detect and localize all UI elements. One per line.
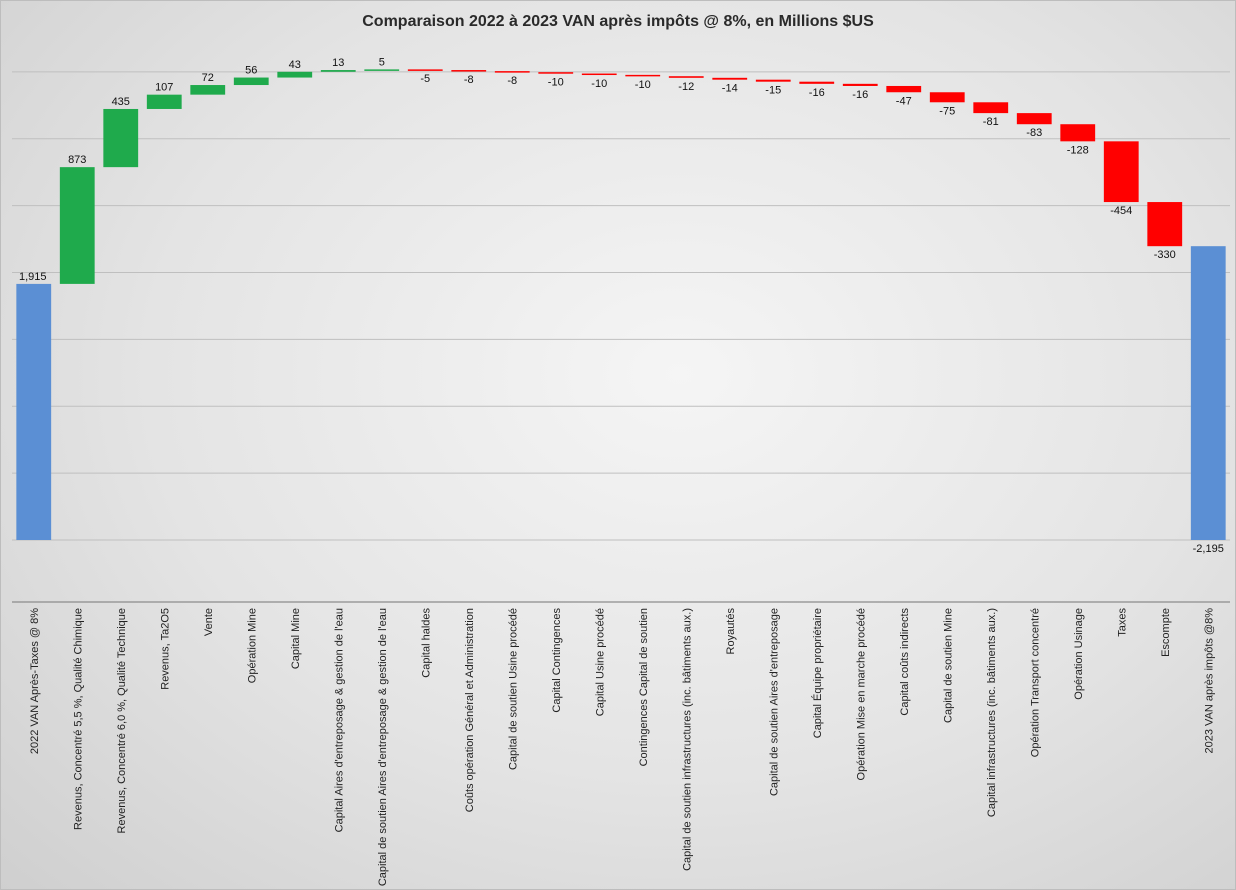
value-label: -10 bbox=[591, 78, 607, 90]
bar bbox=[973, 102, 1009, 114]
bar bbox=[233, 77, 269, 86]
bar bbox=[59, 167, 95, 284]
bar bbox=[407, 69, 443, 71]
bar bbox=[538, 72, 574, 74]
value-label: -15 bbox=[765, 85, 781, 97]
bar bbox=[103, 108, 139, 168]
category-label: Capital haldes bbox=[420, 608, 432, 678]
bar bbox=[755, 79, 791, 82]
value-label: -2,195 bbox=[1193, 543, 1224, 555]
value-label: -14 bbox=[722, 83, 738, 95]
value-label: -83 bbox=[1026, 127, 1042, 139]
category-label: Capital Usine procédé bbox=[594, 608, 606, 716]
category-label: 2022 VAN Après-Taxes @ 8% bbox=[29, 608, 41, 754]
bar bbox=[364, 69, 400, 71]
bar bbox=[625, 74, 661, 77]
value-label: -8 bbox=[507, 75, 517, 87]
bars bbox=[16, 69, 1226, 541]
value-label: -454 bbox=[1110, 205, 1132, 217]
category-label: Vente bbox=[203, 608, 215, 636]
value-label: -16 bbox=[852, 89, 868, 101]
value-label: 13 bbox=[332, 57, 344, 69]
value-label: 56 bbox=[245, 65, 257, 77]
category-label: Revenus, Concentré 5,5 %, Qualité Chimiq… bbox=[72, 608, 84, 830]
bar bbox=[886, 85, 922, 93]
value-label: -5 bbox=[420, 73, 430, 85]
category-label: Capital Équipe propriétaire bbox=[811, 608, 824, 738]
value-label: 1,915 bbox=[19, 271, 47, 283]
category-label: Revenus, Ta2O5 bbox=[159, 608, 171, 690]
category-label: Opération Transport concentré bbox=[1029, 608, 1041, 757]
category-label: Contingences Capital de soutien bbox=[638, 608, 650, 766]
bar bbox=[799, 81, 835, 84]
bar bbox=[1016, 113, 1052, 125]
category-label: Revenus, Concentré 6,0 %, Qualité Techni… bbox=[116, 608, 128, 833]
value-label: 107 bbox=[155, 82, 173, 94]
category-label: Capital de soutien Aires d'entreposage &… bbox=[377, 608, 389, 886]
bar bbox=[451, 70, 487, 72]
category-label: Opération Mine bbox=[246, 608, 258, 683]
value-label: -16 bbox=[809, 87, 825, 99]
category-label: Capital de soutien Usine procédé bbox=[507, 608, 519, 770]
category-label: Capital Aires d'entreposage & gestion de… bbox=[333, 608, 345, 832]
value-label: 43 bbox=[289, 59, 301, 71]
chart-title: Comparaison 2022 à 2023 VAN après impôts… bbox=[362, 13, 874, 30]
bar bbox=[320, 70, 356, 72]
category-label: Opération Mise en marche procédé bbox=[855, 608, 867, 780]
bar bbox=[190, 85, 226, 95]
category-label: Coûts opération Général et Administratio… bbox=[464, 608, 476, 812]
category-label: Opération Usinage bbox=[1073, 608, 1085, 700]
value-label: -330 bbox=[1154, 249, 1176, 261]
bar bbox=[929, 92, 965, 103]
value-label: -81 bbox=[983, 116, 999, 128]
category-label: Capital coûts indirects bbox=[899, 608, 911, 716]
bar bbox=[581, 73, 617, 76]
bar bbox=[494, 71, 530, 73]
category-label: Capital Contingences bbox=[551, 608, 563, 713]
category-label: 2023 VAN après impôts @8% bbox=[1203, 608, 1215, 754]
bar bbox=[1060, 124, 1096, 142]
value-labels: 1,915 873 435 107 72 56 43 13 5 -5 -8 -8 -10 -10 -10 -1… bbox=[19, 56, 1224, 555]
value-label: -10 bbox=[548, 77, 564, 89]
bar bbox=[146, 94, 182, 109]
bar bbox=[668, 76, 704, 78]
value-label: -47 bbox=[896, 95, 912, 107]
bar bbox=[277, 71, 313, 78]
value-label: -10 bbox=[635, 79, 651, 91]
bar bbox=[1147, 202, 1183, 247]
gridlines bbox=[12, 71, 1230, 603]
category-label: Capital Mine bbox=[290, 608, 302, 669]
bar bbox=[1103, 141, 1139, 203]
category-labels: 2022 VAN Après-Taxes @ 8% Revenus, Concen… bbox=[29, 608, 1216, 887]
category-label: Capital de soutien infrastructures (inc.… bbox=[681, 608, 693, 871]
value-label: 5 bbox=[379, 56, 385, 68]
value-label: 873 bbox=[68, 154, 86, 166]
value-label: 72 bbox=[202, 72, 214, 84]
category-label: Capital infrastructures (inc. bâtiments … bbox=[986, 608, 998, 817]
value-label: -12 bbox=[678, 81, 694, 93]
category-label: Capital de soutien Mine bbox=[942, 608, 954, 723]
value-label: 435 bbox=[112, 96, 130, 108]
bar bbox=[712, 77, 748, 80]
value-label: -75 bbox=[939, 105, 955, 117]
category-label: Capital de soutien Aires d'entreposage bbox=[768, 608, 780, 796]
category-label: Taxes bbox=[1116, 608, 1128, 637]
value-label: -128 bbox=[1067, 144, 1089, 156]
category-label: Escompte bbox=[1160, 608, 1172, 657]
bar bbox=[842, 83, 878, 86]
category-label: Royautés bbox=[725, 608, 737, 655]
value-label: -8 bbox=[464, 74, 474, 86]
bar bbox=[16, 283, 52, 540]
bar bbox=[1190, 246, 1226, 541]
